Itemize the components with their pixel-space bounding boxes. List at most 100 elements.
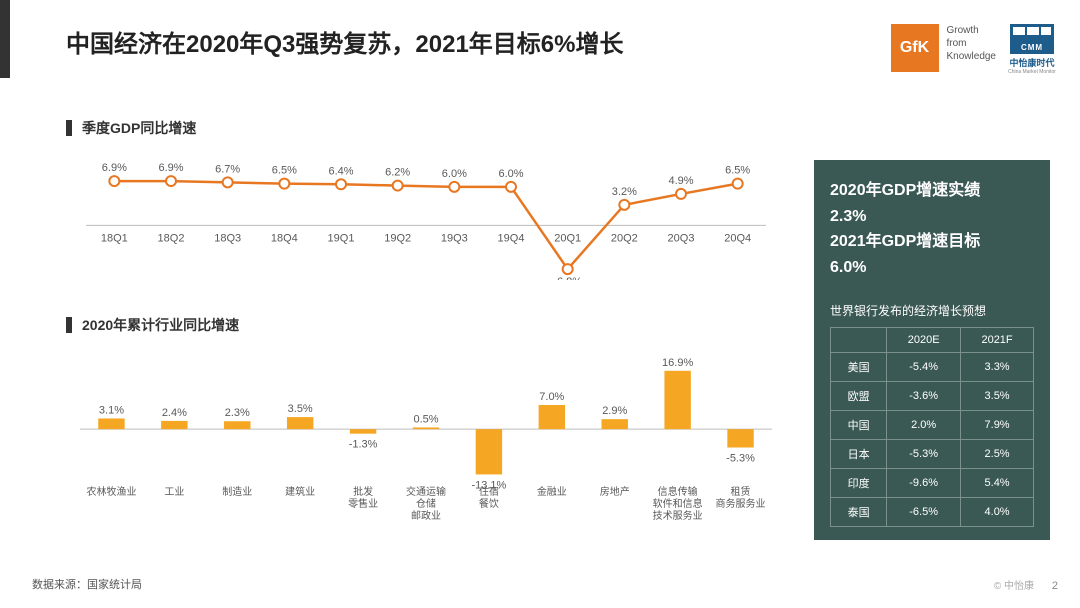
side-subtitle: 世界银行发布的经济增长预想 [830,302,1034,319]
svg-text:餐饮: 餐饮 [479,497,499,510]
svg-text:6.4%: 6.4% [328,165,353,177]
gfk-logo: GfK [891,24,939,72]
svg-text:技术服务业: 技术服务业 [653,509,703,522]
svg-text:-1.3%: -1.3% [349,439,378,451]
header: 中国经济在2020年Q3强势复苏，2021年目标6%增长 GfK Growth … [66,24,1060,75]
svg-text:金融业: 金融业 [537,485,567,498]
line-chart-title: 季度GDP同比增速 [82,118,196,138]
svg-text:19Q1: 19Q1 [328,232,355,244]
svg-text:0.5%: 0.5% [413,413,438,425]
svg-text:3.1%: 3.1% [99,404,124,416]
svg-text:3.2%: 3.2% [612,186,637,198]
svg-text:制造业: 制造业 [222,485,252,498]
svg-text:18Q2: 18Q2 [158,232,185,244]
svg-text:3.5%: 3.5% [288,403,313,415]
svg-text:6.5%: 6.5% [725,165,750,177]
value-cell: -6.5% [887,498,961,527]
svg-text:6.9%: 6.9% [158,162,183,174]
cmm-caption-cn: 中怡康时代 [1009,56,1054,69]
world-bank-table: 2020E2021F美国-5.4%3.3%欧盟-3.6%3.5%中国2.0%7.… [830,327,1034,527]
svg-text:批发: 批发 [353,485,373,498]
svg-text:建筑业: 建筑业 [285,485,315,498]
gfk-tag-2: from [947,37,996,50]
page-title: 中国经济在2020年Q3强势复苏，2021年目标6%增长 [66,24,623,59]
value-cell: 2.5% [961,440,1034,469]
svg-text:-6.8%: -6.8% [553,276,582,280]
table-header: 2020E [887,328,961,353]
table-row: 印度-9.6%5.4% [831,469,1034,498]
svg-text:6.0%: 6.0% [498,168,523,180]
svg-text:20Q3: 20Q3 [668,232,695,244]
svg-text:16.9%: 16.9% [662,357,693,369]
country-cell: 中国 [831,411,887,440]
svg-text:工业: 工业 [164,486,184,498]
copyright: © 中怡康 [994,577,1034,592]
bar-chart-title: 2020年累计行业同比增速 [82,315,239,335]
side-panel: 2020年GDP增速实绩 2.3% 2021年GDP增速目标 6.0% 世界银行… [814,160,1050,540]
svg-text:邮政业: 邮政业 [411,509,441,522]
svg-text:软件和信息: 软件和信息 [653,497,703,510]
cmm-caption-en: China Market Monitor [1008,69,1056,75]
svg-text:农林牧渔业: 农林牧渔业 [86,485,136,498]
logos: GfK Growth from Knowledge 中怡康时代 China Ma… [891,24,1060,75]
bar-chart-header: 2020年累计行业同比增速 [66,315,780,335]
svg-text:19Q4: 19Q4 [498,232,525,244]
svg-text:租赁: 租赁 [731,485,751,498]
table-row: 欧盟-3.6%3.5% [831,382,1034,411]
svg-text:6.2%: 6.2% [385,167,410,179]
value-cell: -5.3% [887,440,961,469]
table-row: 日本-5.3%2.5% [831,440,1034,469]
svg-text:商务服务业: 商务服务业 [716,497,766,510]
country-cell: 泰国 [831,498,887,527]
svg-text:6.7%: 6.7% [215,163,240,175]
value-cell: 7.9% [961,411,1034,440]
country-cell: 欧盟 [831,382,887,411]
side-line-3: 2021年GDP增速目标 [830,229,1034,255]
data-source: 数据来源：国家统计局 [32,576,142,592]
svg-text:20Q2: 20Q2 [611,232,638,244]
table-header [831,328,887,353]
svg-text:6.0%: 6.0% [442,168,467,180]
svg-text:零售业: 零售业 [348,497,378,510]
gfk-tag-1: Growth [947,24,996,37]
svg-text:20Q1: 20Q1 [554,232,581,244]
value-cell: -5.4% [887,353,961,382]
cmm-icon [1010,24,1054,54]
svg-text:19Q3: 19Q3 [441,232,468,244]
cmm-logo: 中怡康时代 China Market Monitor [1004,24,1060,75]
charts-column: 季度GDP同比增速 6.9%18Q16.9%18Q26.7%18Q36.5%18… [66,118,780,532]
value-cell: 5.4% [961,469,1034,498]
country-cell: 美国 [831,353,887,382]
table-row: 美国-5.4%3.3% [831,353,1034,382]
section-mark-icon [66,317,72,333]
svg-text:2.9%: 2.9% [602,405,627,417]
svg-text:房地产: 房地产 [600,485,630,498]
svg-text:6.5%: 6.5% [272,165,297,177]
page-number: 2 [1052,580,1058,592]
svg-text:18Q4: 18Q4 [271,232,298,244]
value-cell: -9.6% [887,469,961,498]
country-cell: 日本 [831,440,887,469]
value-cell: 3.5% [961,382,1034,411]
side-line-1: 2020年GDP增速实绩 [830,178,1034,204]
svg-text:2.4%: 2.4% [162,407,187,419]
svg-text:2.3%: 2.3% [225,407,250,419]
country-cell: 印度 [831,469,887,498]
svg-text:仓储: 仓储 [416,497,436,510]
svg-text:信息传输: 信息传输 [658,485,698,498]
svg-text:19Q2: 19Q2 [384,232,411,244]
svg-text:18Q3: 18Q3 [214,232,241,244]
svg-text:18Q1: 18Q1 [101,232,128,244]
line-chart-header: 季度GDP同比增速 [66,118,780,138]
value-cell: -3.6% [887,382,961,411]
svg-text:20Q4: 20Q4 [724,232,751,244]
svg-text:-5.3%: -5.3% [726,452,755,464]
table-row: 中国2.0%7.9% [831,411,1034,440]
gfk-tagline: Growth from Knowledge [947,24,996,63]
value-cell: 4.0% [961,498,1034,527]
accent-bar [0,0,10,78]
svg-text:住宿: 住宿 [479,485,499,498]
industry-bar-chart: 3.1% 农林牧渔业 2.4% 工业 2.3% 制造业 3.5% 建筑业 -1.3% 批发零售业 0… [76,347,776,527]
svg-text:4.9%: 4.9% [668,175,693,187]
gdp-line-chart: 6.9%18Q16.9%18Q26.7%18Q36.5%18Q46.4%19Q1… [76,150,776,280]
